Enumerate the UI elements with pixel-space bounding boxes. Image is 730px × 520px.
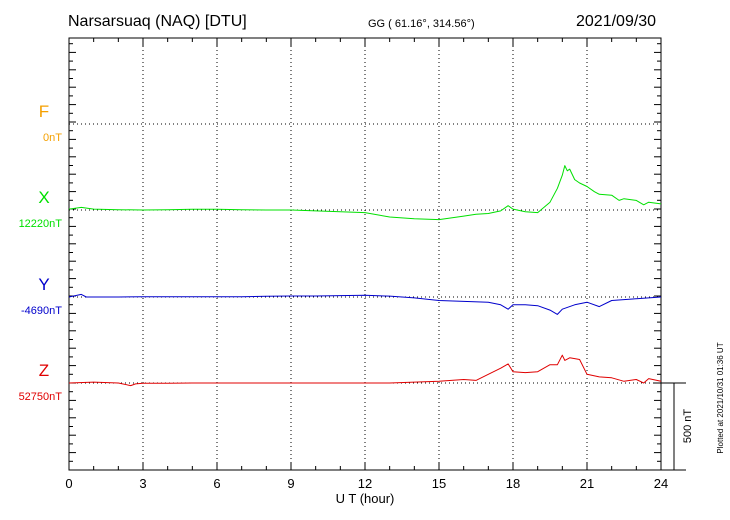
series-line-y — [68, 293, 662, 315]
series-lines — [68, 165, 662, 387]
x-tick-label: 0 — [65, 476, 72, 491]
x-tick-label: 6 — [213, 476, 220, 491]
series-baseline-label: 12220nT — [19, 218, 63, 230]
series-name-label: X — [38, 188, 49, 207]
axis-ticks — [68, 38, 662, 471]
x-tick-label: 9 — [287, 476, 294, 491]
grid-lines — [69, 38, 661, 470]
series-baseline-label: -4690nT — [21, 305, 62, 317]
scale-bar — [661, 382, 686, 471]
x-tick-label: 21 — [580, 476, 594, 491]
x-tick-label: 18 — [506, 476, 520, 491]
x-tick-labels: 0 3 6 9 12 15 18 21 24 — [65, 476, 668, 491]
series-baseline-label: 52750nT — [19, 391, 63, 403]
x-tick-label: 3 — [139, 476, 146, 491]
series-name-label: Z — [39, 361, 49, 380]
series-line-z — [68, 354, 662, 387]
date-label: 2021/09/30 — [576, 13, 657, 30]
series-name-label: Y — [38, 275, 49, 294]
x-axis-label: U T (hour) — [336, 491, 395, 506]
series-name-label: F — [39, 102, 49, 121]
x-tick-label: 24 — [654, 476, 668, 491]
series-baseline-label: 0nT — [43, 132, 62, 144]
plotted-at-note: Plotted at 2021/10/31 01:36 UT — [716, 342, 725, 453]
coordinates-label: GG ( 61.16°, 314.56°) — [368, 18, 475, 30]
scale-bar-label: 500 nT — [682, 409, 694, 444]
station-title: Narsarsuaq (NAQ) [DTU] — [68, 13, 247, 30]
x-tick-label: 12 — [358, 476, 372, 491]
series-line-x — [68, 165, 662, 221]
series-labels: F 0nT X 12220nT Y -4690nT Z 52750nT — [19, 102, 63, 403]
x-tick-label: 15 — [432, 476, 446, 491]
